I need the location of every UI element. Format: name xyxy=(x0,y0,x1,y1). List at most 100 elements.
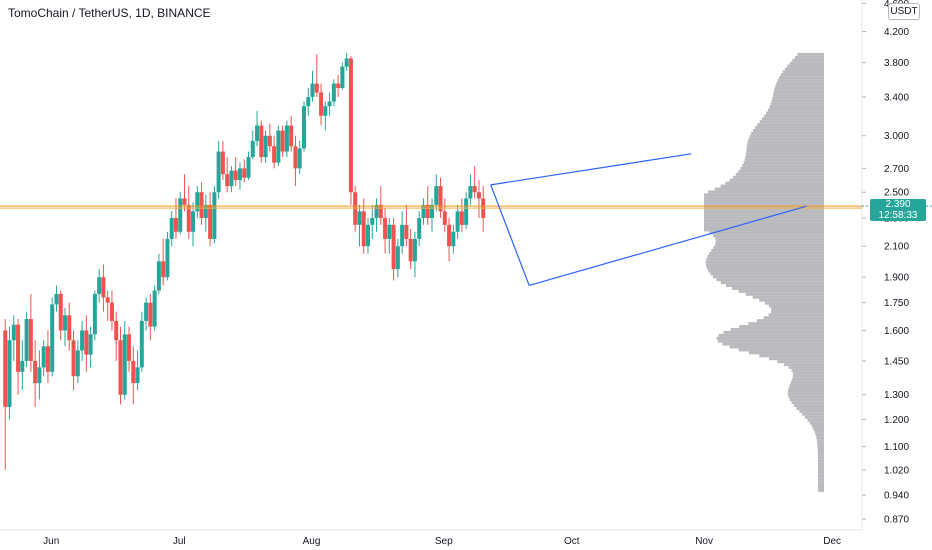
candle-body xyxy=(319,92,324,116)
trendline xyxy=(490,153,692,186)
price-axis-label: 3.000 xyxy=(884,131,909,142)
candle-body xyxy=(255,125,260,141)
volume-profile-bar xyxy=(817,447,824,451)
candle-body xyxy=(20,360,25,372)
volume-profile-bar xyxy=(713,234,824,238)
candle-body xyxy=(139,320,144,368)
volume-profile-bar xyxy=(743,161,824,165)
price-axis-label: 3.800 xyxy=(884,58,909,69)
volume-profile-bar xyxy=(817,474,824,478)
candle-body xyxy=(88,334,93,355)
volume-profile-bar xyxy=(706,266,824,270)
volume-profile-bar xyxy=(768,304,824,308)
candle-body xyxy=(430,204,434,219)
candle-body xyxy=(293,146,298,169)
volume-profile-bar xyxy=(704,199,824,203)
candle-body xyxy=(331,83,336,102)
volume-profile-bar xyxy=(768,357,824,361)
trendline xyxy=(528,205,807,287)
volume-profile-bar xyxy=(706,257,824,261)
volume-profile-bar xyxy=(817,483,824,487)
volume-profile-bar xyxy=(708,269,824,273)
candle-body xyxy=(387,224,392,239)
volume-profile-bar xyxy=(723,330,824,334)
price-axis-label: 1.020 xyxy=(884,465,909,476)
candle-body xyxy=(468,186,473,199)
volume-profile-bar xyxy=(717,339,824,343)
volume-profile-bar xyxy=(747,143,824,147)
candle-body xyxy=(412,238,417,262)
volume-profile-bar xyxy=(711,248,824,252)
volume-profile-bar xyxy=(704,210,824,214)
volume-profile-bar xyxy=(735,172,824,176)
volume-profile-bar xyxy=(782,70,824,74)
volume-profile-bar xyxy=(704,193,824,197)
volume-profile-bar xyxy=(746,152,824,156)
candle-body xyxy=(109,302,114,321)
volume-profile-bar xyxy=(738,169,824,173)
volume-profile-bar xyxy=(752,295,824,299)
volume-profile-bar xyxy=(814,430,824,434)
candle-body xyxy=(425,204,430,219)
volume-profile-bar xyxy=(759,354,824,358)
volume-profile-bar xyxy=(709,251,824,255)
candle-body xyxy=(156,261,161,291)
candle-body xyxy=(442,211,447,225)
price-axis-label: 2.500 xyxy=(884,188,909,199)
volume-profile-bar xyxy=(817,450,824,454)
volume-profile-bar xyxy=(817,480,824,484)
volume-profile-bar xyxy=(773,93,824,97)
candle-body xyxy=(336,83,341,88)
time-axis-label: Jun xyxy=(43,536,59,547)
volume-profile-bar xyxy=(817,442,824,446)
volume-profile-bar xyxy=(817,468,824,472)
volume-profile-bar xyxy=(773,90,824,94)
candle-body xyxy=(391,224,396,270)
candle-body xyxy=(417,218,422,239)
candle-body xyxy=(173,218,178,232)
candle-body xyxy=(7,340,12,407)
candle-body xyxy=(378,204,383,219)
candle-body xyxy=(276,130,281,163)
volume-profile-bar xyxy=(729,345,824,349)
volume-profile-bar xyxy=(716,278,824,282)
candle-body xyxy=(408,238,413,262)
candle-body xyxy=(75,350,80,377)
candle-body xyxy=(54,293,59,305)
volume-profile-bar xyxy=(791,401,824,405)
last-price-value: 2.390 xyxy=(885,199,911,210)
volume-profile-bar xyxy=(752,128,824,132)
volume-profile-bar xyxy=(768,313,824,317)
candle-body xyxy=(101,277,106,298)
volume-profile-bar xyxy=(790,380,824,384)
price-axis-label: 4.200 xyxy=(884,27,909,38)
currency-unit-button[interactable]: USDT xyxy=(888,3,920,20)
volume-profile-bar xyxy=(740,167,824,170)
volume-profile-bar xyxy=(811,424,824,428)
candle-body xyxy=(400,224,405,247)
candle-body xyxy=(464,198,469,225)
candle-body xyxy=(80,330,85,351)
volume-profile-bar xyxy=(769,105,824,109)
candle-body xyxy=(476,192,481,199)
volume-profile-bar xyxy=(817,486,824,489)
price-axis-label: 1.100 xyxy=(884,442,909,453)
volume-profile-bar xyxy=(704,228,824,232)
candle-body xyxy=(365,224,370,247)
volume-profile-bar xyxy=(730,327,824,331)
volume-profile-bar xyxy=(791,368,824,372)
candle-body xyxy=(67,315,72,341)
candle-body xyxy=(50,304,55,372)
candle-body xyxy=(33,360,38,384)
volume-profile-bar xyxy=(774,88,824,91)
volume-profile-bar xyxy=(757,123,824,127)
candle-body xyxy=(323,106,328,116)
volume-profile-bar xyxy=(704,208,824,211)
volume-profile-bar xyxy=(771,99,824,103)
price-axis-label: 1.900 xyxy=(884,273,909,284)
candle-body xyxy=(451,231,456,247)
volume-profile-bar xyxy=(763,316,824,320)
volume-profile-bar xyxy=(816,436,824,440)
volume-profile-bar xyxy=(746,149,824,153)
